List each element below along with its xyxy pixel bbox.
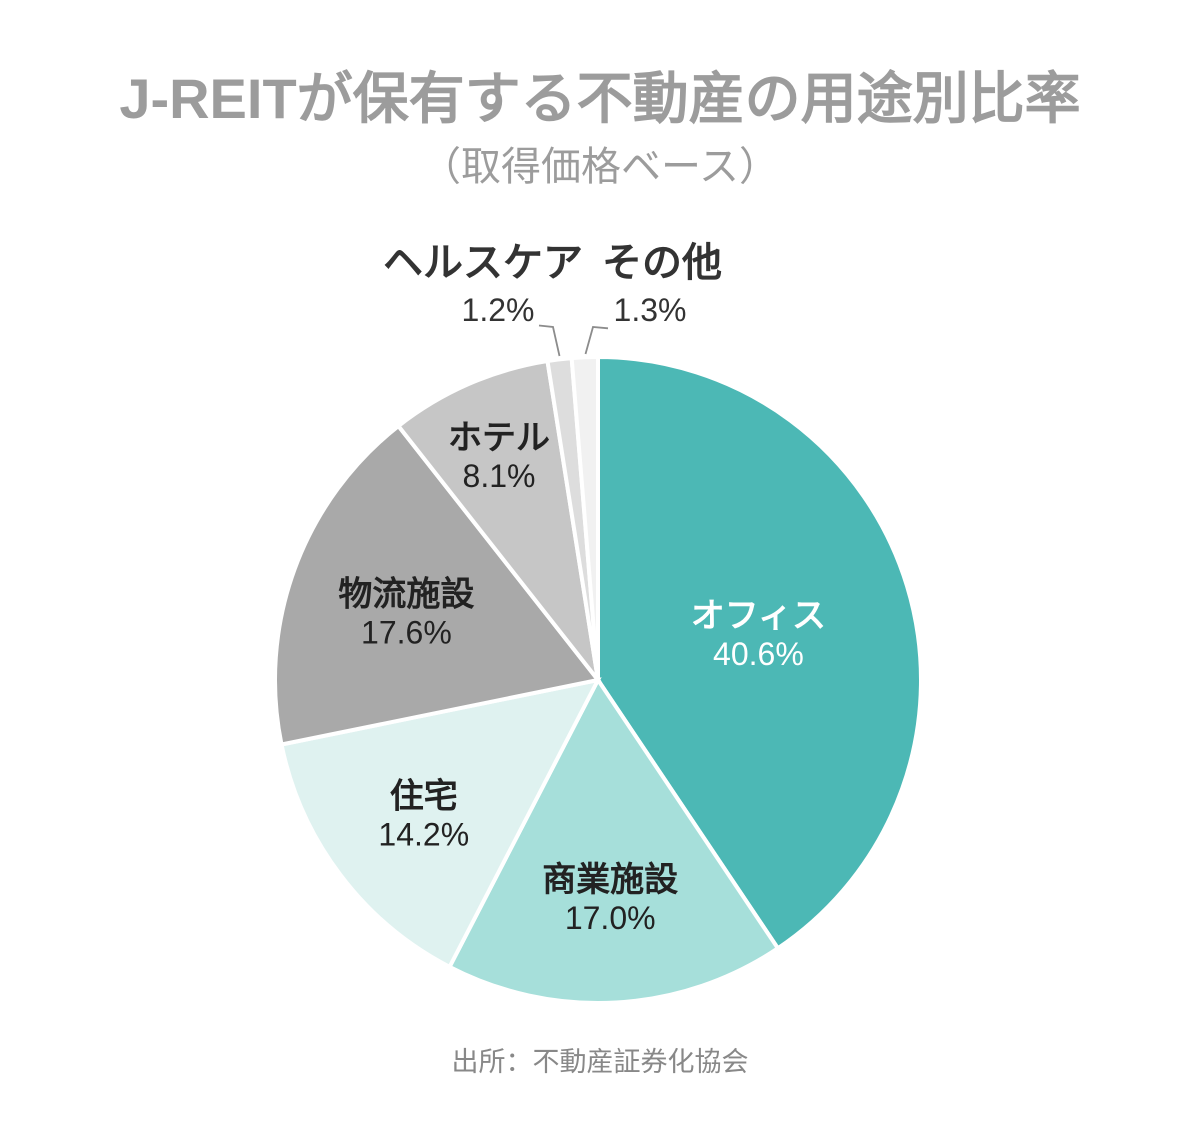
svg-text:40.6%: 40.6% xyxy=(713,636,804,672)
svg-text:8.1%: 8.1% xyxy=(463,458,536,494)
svg-text:ホテル: ホテル xyxy=(448,419,550,457)
svg-text:1.3%: 1.3% xyxy=(614,292,687,328)
svg-text:17.0%: 17.0% xyxy=(565,900,656,936)
svg-text:17.6%: 17.6% xyxy=(361,615,452,651)
svg-text:1.2%: 1.2% xyxy=(462,292,535,328)
svg-text:オフィス: オフィス xyxy=(691,597,826,635)
svg-text:14.2%: 14.2% xyxy=(378,817,469,853)
svg-text:その他: その他 xyxy=(602,241,722,285)
svg-text:商業施設: 商業施設 xyxy=(542,861,678,899)
svg-text:物流施設: 物流施設 xyxy=(338,576,474,614)
svg-text:住宅: 住宅 xyxy=(390,777,458,816)
svg-text:ヘルスケア: ヘルスケア xyxy=(383,241,583,285)
